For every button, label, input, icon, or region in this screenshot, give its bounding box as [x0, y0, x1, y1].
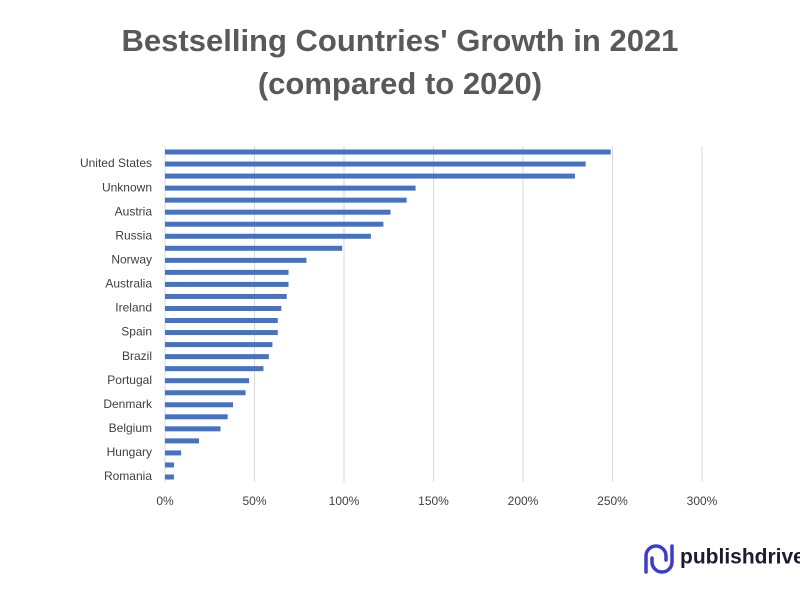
bar — [165, 305, 282, 311]
bar — [165, 354, 269, 360]
y-tick-label: Romania — [104, 469, 152, 483]
bar — [165, 462, 174, 468]
x-tick-label: 300% — [687, 494, 718, 508]
bar — [165, 330, 278, 336]
bar — [165, 149, 611, 155]
x-tick-label: 100% — [329, 494, 360, 508]
y-tick-label: Denmark — [103, 397, 153, 411]
bar — [165, 221, 384, 227]
bar — [165, 281, 289, 287]
x-tick-label: 250% — [597, 494, 628, 508]
y-tick-label: Austria — [115, 204, 153, 218]
y-tick-label: Belgium — [109, 421, 152, 435]
y-tick-label: Ireland — [115, 301, 152, 315]
bar — [165, 209, 391, 215]
bar — [165, 342, 273, 348]
y-tick-label: Hungary — [107, 445, 152, 459]
brand-logo — [644, 544, 674, 574]
bar — [165, 450, 182, 456]
x-tick-label: 0% — [156, 494, 174, 508]
bar — [165, 438, 200, 444]
chart-subtitle: (compared to 2020) — [258, 66, 542, 101]
bar — [165, 293, 287, 299]
bar — [165, 402, 234, 408]
y-tick-label: United States — [80, 156, 152, 170]
y-tick-label: Brazil — [122, 349, 152, 363]
bar — [165, 257, 307, 263]
bar — [165, 269, 289, 275]
chart-title: Bestselling Countries' Growth in 2021 — [122, 23, 679, 58]
bar — [165, 173, 575, 179]
bar — [165, 426, 221, 432]
bar — [165, 414, 228, 420]
bar — [165, 245, 343, 251]
y-tick-label: Spain — [121, 325, 152, 339]
y-tick-label: Norway — [111, 253, 152, 267]
x-tick-label: 150% — [418, 494, 449, 508]
y-tick-label: Russia — [115, 228, 152, 242]
bar — [165, 390, 246, 396]
x-tick-label: 200% — [508, 494, 539, 508]
brand-name: publishdrive — [680, 546, 800, 569]
bar — [165, 161, 586, 167]
x-tick-label: 50% — [242, 494, 266, 508]
y-tick-label: Portugal — [107, 373, 152, 387]
bar — [165, 197, 407, 203]
y-tick-label: Unknown — [102, 180, 152, 194]
bar — [165, 233, 371, 239]
y-tick-label: Australia — [105, 277, 152, 291]
bar — [165, 185, 416, 191]
bar — [165, 318, 278, 324]
bar — [165, 474, 174, 480]
bar — [165, 378, 250, 384]
bar — [165, 366, 264, 372]
